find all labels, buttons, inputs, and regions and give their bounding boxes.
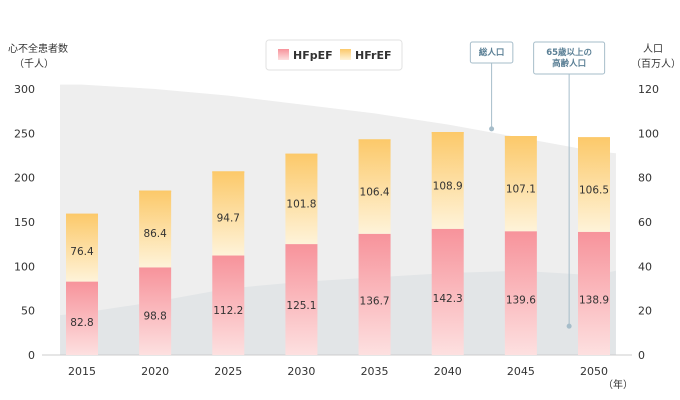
bar-hfpef <box>358 233 391 355</box>
y-left-tick-label: 300 <box>14 83 35 96</box>
x-tick-label: 2025 <box>214 365 242 378</box>
bar-value-label-hfpef: 142.3 <box>433 293 463 305</box>
y-left-tick-label: 250 <box>14 127 35 140</box>
bar-hfpef <box>66 281 98 355</box>
legend: HFpEF HFrEF <box>265 39 403 71</box>
x-tick-label: 2035 <box>361 365 389 378</box>
callout-box <box>533 41 606 75</box>
bar-value-label-hfref: 107.1 <box>506 183 536 195</box>
y-right-tick-label: 40 <box>638 260 652 273</box>
bar-hfref <box>504 136 537 232</box>
y-right-label-line2: （百万人） <box>631 58 680 70</box>
y-right-tick-label: 100 <box>638 127 659 140</box>
bar-value-label-hfref: 86.4 <box>143 228 167 240</box>
callout-dot <box>489 126 495 132</box>
bar-hfpef <box>578 231 610 355</box>
bar-value-label-hfref: 76.4 <box>70 246 94 258</box>
callout-label: 高齢人口 <box>552 58 586 69</box>
bar-value-label-hfref: 106.5 <box>579 184 609 196</box>
population-areas <box>60 84 616 356</box>
y-right-label-line1: 人口 <box>643 43 663 55</box>
elderly-population-area <box>60 270 616 355</box>
y-right-tick-label: 20 <box>638 305 652 318</box>
y-left-tick-label: 100 <box>14 260 35 273</box>
bar-value-label-hfref: 101.8 <box>286 198 316 210</box>
x-tick-label: 2040 <box>434 365 462 378</box>
bar-value-label-hfpef: 98.8 <box>143 311 166 323</box>
bar-hfref <box>578 137 610 232</box>
bar-hfpef <box>285 244 318 355</box>
y-left-tick-label: 0 <box>28 349 35 362</box>
bar-value-label-hfpef: 112.2 <box>213 305 243 317</box>
bars: 82.8 76.4 98.8 86.4 112.2 94.7 125.1 101.8 136.7… <box>66 132 610 355</box>
x-unit-label: （年） <box>603 378 633 391</box>
y-right-tick-label: 60 <box>638 216 652 229</box>
legend-swatch-hfref <box>340 49 351 60</box>
callout-dot <box>566 323 572 329</box>
y-left-label-line2: （千人） <box>14 58 54 70</box>
y-right-tick-label: 120 <box>638 83 659 96</box>
y-left-tick-label: 200 <box>14 172 35 185</box>
bar-hfref <box>358 139 391 234</box>
bar-value-label-hfref: 108.9 <box>433 180 463 192</box>
x-tick-label: 2020 <box>141 365 169 378</box>
bar-value-label-hfpef: 125.1 <box>286 300 316 312</box>
x-tick-label: 2050 <box>580 365 608 378</box>
bar-value-label-hfpef: 82.8 <box>70 317 93 329</box>
y-right-tick-label: 0 <box>638 349 645 362</box>
legend-box <box>265 39 403 71</box>
legend-swatch-hfpef <box>278 49 289 60</box>
bar-hfref <box>66 213 98 282</box>
x-tick-label: 2015 <box>68 365 96 378</box>
y-left-tick-label: 50 <box>21 305 35 318</box>
bar-value-label-hfref: 94.7 <box>217 213 240 225</box>
x-tick-label: 2030 <box>287 365 315 378</box>
y-right-tick-label: 80 <box>638 172 652 185</box>
legend-label-hfref: HFrEF <box>355 49 391 62</box>
bar-value-label-hfpef: 139.6 <box>506 294 536 306</box>
bar-hfref <box>212 171 245 256</box>
bar-hfpef <box>139 267 172 355</box>
bar-value-label-hfref: 106.4 <box>360 186 390 198</box>
callout-label: 65歳以上の <box>546 47 592 58</box>
bar-value-label-hfpef: 136.7 <box>360 295 390 307</box>
bar-hfpef <box>212 255 245 355</box>
x-tick-label: 2045 <box>507 365 535 378</box>
bar-hfref <box>431 132 464 229</box>
bar-hfpef <box>504 231 537 355</box>
bar-hfpef <box>431 228 464 355</box>
callout-label: 総人口 <box>479 47 505 58</box>
y-left-tick-label: 150 <box>14 216 35 229</box>
bar-value-label-hfpef: 138.9 <box>579 295 609 307</box>
bar-hfref <box>285 153 318 245</box>
bar-hfref <box>139 190 172 268</box>
y-left-label-line1: 心不全患者数 <box>8 42 68 55</box>
legend-label-hfpef: HFpEF <box>293 49 333 62</box>
